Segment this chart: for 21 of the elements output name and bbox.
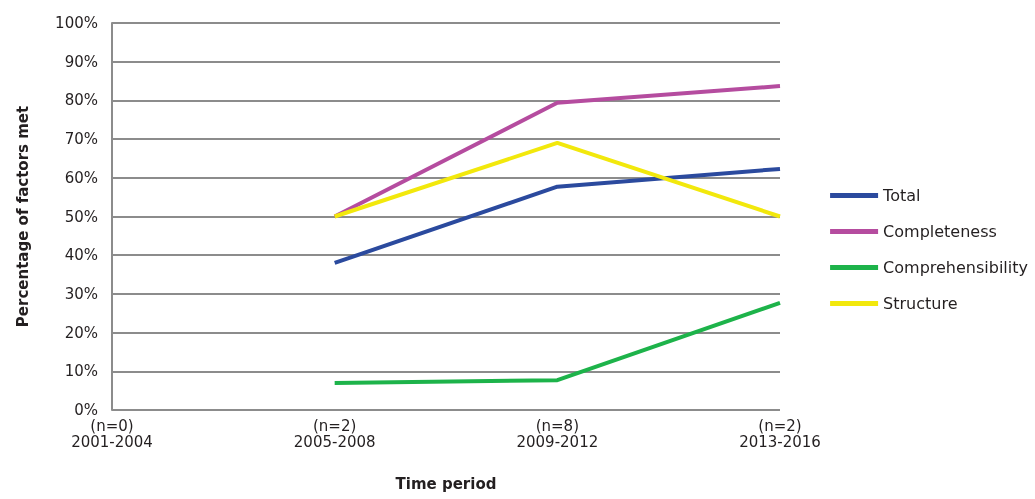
y-tick-label: 70% [64, 130, 98, 149]
x-tick-label: (n=2) 2013-2016 [739, 417, 821, 451]
legend-label: Completeness [883, 222, 997, 241]
y-tick-label: 50% [64, 207, 98, 226]
y-tick-label: 0% [74, 401, 98, 419]
y-tick-label: 10% [64, 362, 98, 381]
x-tick-label: (n=8) 2009-2012 [516, 417, 599, 451]
y-tick-label: 30% [64, 284, 98, 303]
y-tick-label: 20% [64, 323, 98, 342]
y-axis-title: Percentage of factors met [13, 105, 32, 328]
y-tick-label: 90% [64, 52, 98, 71]
legend-label: Structure [883, 294, 958, 313]
y-tick-label: 100% [55, 14, 98, 32]
x-tick-label: (n=2) 2005-2008 [293, 417, 376, 451]
x-tick-label: (n=0) 2001-2004 [71, 417, 153, 451]
y-tick-label: 80% [64, 91, 98, 110]
x-axis-title: Time period [395, 474, 497, 493]
legend-label: Total [882, 186, 921, 205]
legend-label: Comprehensibility [883, 258, 1029, 277]
y-tick-label: 40% [64, 246, 98, 265]
y-tick-label: 60% [64, 168, 98, 187]
